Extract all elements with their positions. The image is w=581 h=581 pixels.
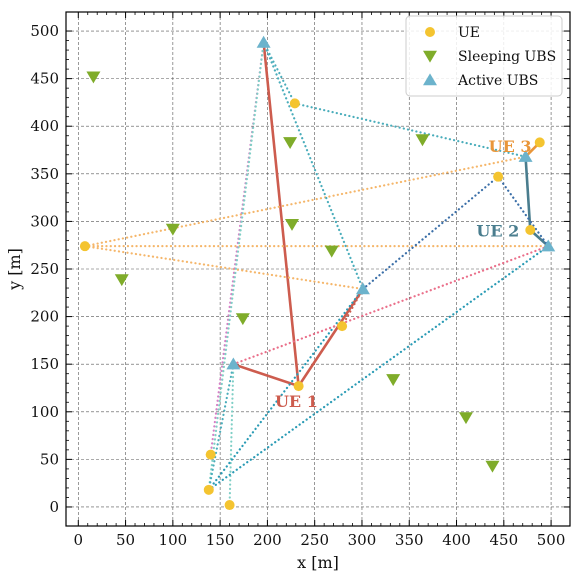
association-link [524, 155, 532, 232]
sleeping-ubs-point [165, 223, 180, 236]
candidate-link [341, 287, 365, 328]
y-tick-label: 250 [30, 260, 59, 278]
sleeping-ubs-point [235, 313, 250, 326]
legend: UE Sleeping UBS Active UBS [405, 15, 563, 97]
x-tick-label: 350 [395, 531, 424, 549]
association-link [297, 287, 365, 388]
x-tick-label: 450 [489, 531, 518, 549]
sleeping-ubs-point [86, 71, 101, 84]
active-ubs-point [355, 282, 370, 295]
x-tick-label: 400 [442, 531, 471, 549]
ue-annotation: UE 2 [476, 222, 519, 241]
active-ubs-point [226, 357, 241, 370]
candidate-link [497, 175, 550, 248]
ue-annotation: UE 1 [275, 392, 318, 411]
markers-layer [79, 35, 556, 511]
candidate-link [262, 41, 296, 105]
x-tick-label: 250 [300, 531, 329, 549]
y-tick-label: 300 [30, 212, 59, 230]
x-tick-label: 500 [537, 531, 566, 549]
ue-point [534, 137, 545, 148]
sleeping-ubs-point [415, 134, 430, 147]
legend-active-ubs-marker [423, 73, 437, 86]
association-link [262, 41, 300, 388]
candidate-link [207, 245, 550, 491]
candidate-link [361, 175, 500, 291]
x-axis-label: x [m] [297, 553, 339, 572]
ue-point [525, 224, 536, 235]
ue-point [289, 98, 300, 109]
legend-sleeping-ubs-marker [423, 50, 437, 63]
y-tick-label: 450 [30, 70, 59, 88]
ue-point [337, 321, 348, 332]
x-tick-label: 300 [348, 531, 377, 549]
sleeping-ubs-point [386, 374, 401, 387]
y-tick-label: 50 [40, 450, 59, 468]
x-tick-label: 150 [206, 531, 235, 549]
legend-box [405, 15, 563, 97]
association-link [232, 362, 300, 388]
x-tick-label: 0 [74, 531, 84, 549]
ue-point [293, 381, 304, 392]
ue-point [79, 241, 90, 252]
y-tick-label: 0 [49, 498, 59, 516]
legend-label: Active UBS [457, 73, 538, 89]
ue-point [203, 484, 214, 495]
ue-point [205, 449, 216, 460]
y-axis-label: y [m] [5, 248, 24, 291]
legend-ue-marker [425, 27, 435, 37]
sleeping-ubs-point [284, 219, 299, 231]
x-tick-label: 50 [116, 531, 135, 549]
ue-point [224, 500, 235, 511]
x-tick-label: 100 [159, 531, 188, 549]
ticks: 0 50 100 150 200 250 300 350 400 450 500 0 50 100 150 2… [30, 12, 570, 549]
ue-annotation: UE 3 [489, 137, 532, 156]
sleeping-ubs-point [324, 245, 339, 258]
sleeping-ubs-point [283, 137, 298, 150]
annotations-layer: UE 1 UE 2 UE 3 [275, 137, 532, 411]
candidate-link [232, 245, 550, 366]
sleeping-ubs-point [458, 412, 473, 425]
sleeping-ubs-point [114, 274, 129, 287]
active-ubs-point [541, 239, 556, 252]
candidate-link [207, 363, 235, 491]
sleeping-ubs-point [485, 460, 500, 473]
y-tick-label: 500 [30, 22, 59, 40]
y-tick-label: 200 [30, 308, 59, 326]
y-tick-label: 350 [30, 165, 59, 183]
active-ubs-point [256, 35, 271, 48]
y-tick-label: 150 [30, 355, 59, 373]
y-tick-label: 400 [30, 117, 59, 135]
legend-label: Sleeping UBS [458, 49, 556, 65]
candidate-link [83, 245, 365, 291]
candidate-link [262, 41, 365, 291]
active-ubs-point [518, 150, 533, 162]
candidate-link [207, 287, 365, 491]
candidate-link [83, 155, 527, 248]
y-tick-label: 100 [30, 403, 59, 421]
candidate-link [293, 102, 527, 158]
x-tick-label: 200 [253, 531, 282, 549]
ue-point [493, 171, 504, 182]
legend-label: UE [458, 25, 480, 41]
